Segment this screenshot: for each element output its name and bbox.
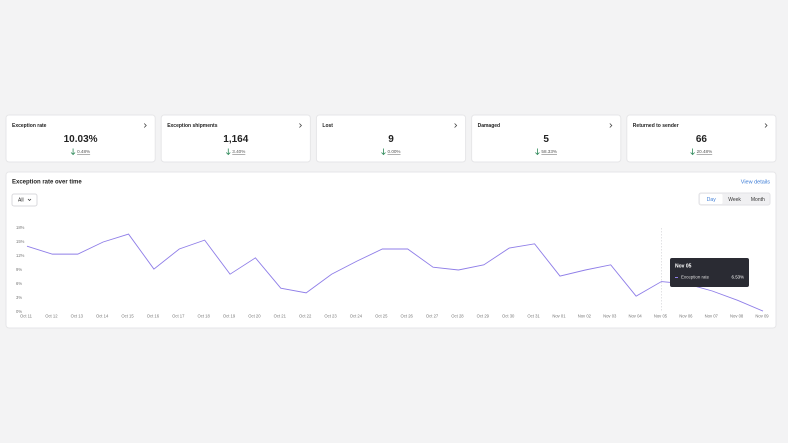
chart-card	[5, 171, 777, 329]
chart-title: Exception rate over time	[12, 180, 82, 186]
y-tick-label: 6%	[16, 281, 22, 286]
period-label: Month	[751, 197, 765, 203]
filter-label: All	[18, 197, 24, 203]
x-tick-label: Oct 23	[324, 314, 337, 319]
x-tick-label: Nov 07	[705, 314, 719, 319]
x-tick-label: Oct 26	[401, 314, 414, 319]
x-tick-label: Oct 19	[223, 314, 236, 319]
y-tick-label: 15%	[16, 239, 25, 244]
kpi-value: 10.03%	[64, 134, 98, 145]
x-tick-label: Oct 29	[477, 314, 490, 319]
kpi-title: Exception shipments	[167, 123, 218, 129]
kpi-value: 5	[543, 134, 549, 145]
x-tick-label: Oct 12	[45, 314, 58, 319]
kpi-title: Exception rate	[12, 123, 47, 129]
x-tick-label: Oct 13	[71, 314, 84, 319]
x-tick-label: Nov 05	[654, 314, 668, 319]
y-tick-label: 9%	[16, 267, 22, 272]
y-tick-label: 18%	[16, 225, 25, 230]
kpi-change: 0.48%	[77, 149, 90, 154]
x-tick-label: Nov 03	[603, 314, 617, 319]
x-tick-label: Oct 31	[527, 314, 540, 319]
kpi-card[interactable]	[5, 114, 156, 163]
x-tick-label: Nov 09	[755, 314, 769, 319]
y-tick-label: 3%	[16, 295, 22, 300]
dropdown-chevron	[27, 198, 32, 201]
x-tick-label: Oct 22	[299, 314, 312, 319]
kpi-change: 20.48%	[697, 149, 713, 154]
tooltip-date: Nov 05	[675, 263, 692, 269]
chevron	[454, 123, 458, 128]
down-arrow	[70, 148, 76, 156]
kpi-change: 3.40%	[232, 149, 245, 154]
kpi-title: Lost	[322, 123, 333, 129]
x-tick-label: Nov 01	[552, 314, 566, 319]
down-arrow	[226, 148, 231, 156]
x-tick-label: Oct 24	[350, 314, 363, 319]
down-arrow	[381, 148, 386, 156]
chevron	[143, 123, 147, 128]
x-tick-label: Oct 15	[121, 314, 134, 319]
x-tick-label: Oct 11	[20, 314, 33, 319]
tooltip-series: Exception rate	[681, 275, 710, 280]
chevron	[299, 123, 302, 128]
kpi-change: 58.33%	[541, 149, 557, 154]
view-details-link[interactable]: View details	[741, 179, 770, 185]
period-button[interactable]	[700, 194, 723, 204]
x-tick-label: Nov 04	[628, 314, 642, 319]
tooltip	[670, 258, 749, 287]
x-tick-label: Oct 16	[147, 314, 160, 319]
kpi-value: 66	[696, 134, 708, 145]
chevron	[764, 123, 768, 128]
x-tick-label: Nov 08	[730, 314, 744, 319]
data-line	[26, 233, 764, 312]
x-tick-label: Nov 02	[578, 314, 592, 319]
kpi-title: Damaged	[478, 123, 501, 129]
x-tick-label: Oct 21	[274, 314, 287, 319]
y-tick-label: 0%	[16, 309, 22, 314]
kpi-title: Returned to sender	[633, 123, 679, 129]
down-arrow	[690, 148, 695, 156]
x-tick-label: Oct 20	[248, 314, 261, 319]
down-arrow	[535, 148, 540, 156]
y-tick-label: 12%	[16, 253, 25, 258]
x-tick-label: Oct 27	[426, 314, 439, 319]
x-tick-label: Oct 25	[375, 314, 388, 319]
kpi-value: 1,164	[223, 134, 248, 145]
x-tick-label: Nov 06	[679, 314, 693, 319]
x-tick-label: Oct 28	[451, 314, 464, 319]
x-tick-label: Oct 18	[197, 314, 210, 319]
tooltip-value: 6.53%	[732, 275, 745, 280]
filter-dropdown[interactable]	[11, 193, 38, 207]
period-label: Week	[728, 197, 741, 203]
chevron	[609, 123, 613, 128]
kpi-card[interactable]	[471, 114, 622, 163]
kpi-value: 9	[388, 134, 394, 145]
x-tick-label: Oct 14	[96, 314, 109, 319]
period-label: Day	[707, 197, 716, 203]
kpi-card[interactable]	[160, 114, 311, 163]
kpi-card[interactable]	[315, 114, 467, 163]
x-tick-label: Oct 30	[502, 314, 515, 319]
kpi-card[interactable]	[626, 114, 777, 163]
x-tick-label: Oct 17	[172, 314, 185, 319]
kpi-change: 0.00%	[387, 149, 400, 154]
